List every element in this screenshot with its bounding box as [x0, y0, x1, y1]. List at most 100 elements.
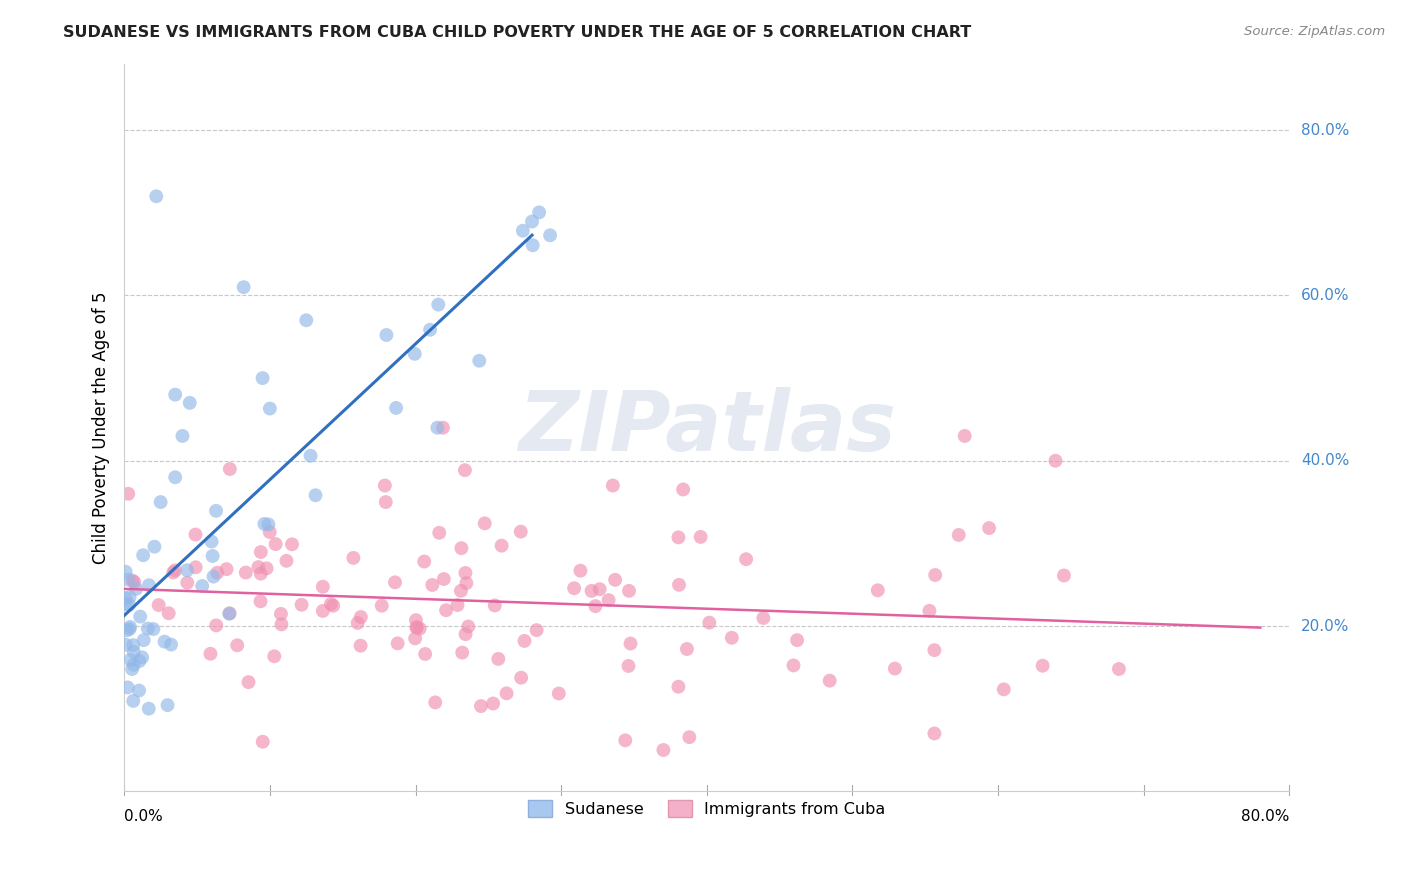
Text: 40.0%: 40.0% — [1301, 453, 1350, 468]
Point — [924, 568, 946, 582]
Point — [264, 537, 287, 551]
Point — [405, 621, 427, 635]
Point — [924, 726, 946, 740]
Point — [191, 579, 214, 593]
Point — [149, 495, 172, 509]
Point — [218, 607, 240, 621]
Point — [538, 228, 561, 243]
Point — [121, 574, 143, 588]
Point — [120, 620, 142, 634]
Point — [131, 650, 153, 665]
Point — [205, 618, 228, 632]
Point — [451, 646, 474, 660]
Point — [470, 699, 492, 714]
Point — [782, 658, 804, 673]
Point — [509, 524, 531, 539]
Point — [121, 662, 143, 676]
Point — [176, 575, 198, 590]
Point — [735, 552, 758, 566]
Point — [510, 671, 533, 685]
Point — [263, 649, 285, 664]
Point — [136, 622, 159, 636]
Point — [132, 633, 155, 648]
Point — [247, 560, 270, 574]
Point — [526, 623, 548, 637]
Point — [482, 697, 505, 711]
Point — [491, 539, 513, 553]
Point — [374, 495, 396, 509]
Point — [918, 604, 941, 618]
Point — [818, 673, 841, 688]
Point — [115, 638, 138, 652]
Point — [250, 545, 273, 559]
Point — [207, 566, 229, 580]
Point — [454, 566, 477, 580]
Point — [668, 680, 690, 694]
Point — [454, 463, 477, 477]
Point — [589, 582, 612, 597]
Point — [668, 530, 690, 544]
Point — [205, 504, 228, 518]
Point — [201, 534, 224, 549]
Point — [456, 576, 478, 591]
Point — [142, 622, 165, 636]
Point — [454, 627, 477, 641]
Point — [384, 575, 406, 590]
Point — [270, 607, 292, 621]
Point — [160, 638, 183, 652]
Text: 60.0%: 60.0% — [1301, 288, 1350, 303]
Point — [145, 189, 167, 203]
Point — [522, 238, 544, 252]
Point — [405, 620, 427, 634]
Point — [427, 525, 450, 540]
Point — [426, 420, 449, 434]
Point — [569, 564, 592, 578]
Point — [153, 634, 176, 648]
Point — [138, 701, 160, 715]
Point — [304, 488, 326, 502]
Point — [281, 537, 304, 551]
Legend: Sudanese, Immigrants from Cuba: Sudanese, Immigrants from Cuba — [522, 793, 891, 823]
Point — [720, 631, 742, 645]
Point — [138, 578, 160, 592]
Point — [259, 524, 281, 539]
Point — [413, 647, 436, 661]
Point — [614, 733, 637, 747]
Point — [122, 638, 145, 652]
Point — [385, 401, 408, 415]
Point — [413, 555, 436, 569]
Point — [118, 598, 141, 612]
Point — [617, 659, 640, 673]
Text: 80.0%: 80.0% — [1241, 810, 1289, 824]
Point — [172, 429, 194, 443]
Text: 80.0%: 80.0% — [1301, 123, 1350, 137]
Point — [520, 214, 543, 228]
Point — [495, 686, 517, 700]
Point — [668, 578, 690, 592]
Point — [786, 633, 808, 648]
Point — [346, 615, 368, 630]
Text: Source: ZipAtlas.com: Source: ZipAtlas.com — [1244, 25, 1385, 38]
Point — [249, 566, 271, 581]
Point — [432, 420, 454, 434]
Point — [202, 569, 225, 583]
Point — [120, 653, 142, 667]
Point — [513, 634, 536, 648]
Text: SUDANESE VS IMMIGRANTS FROM CUBA CHILD POVERTY UNDER THE AGE OF 5 CORRELATION CH: SUDANESE VS IMMIGRANTS FROM CUBA CHILD P… — [63, 25, 972, 40]
Point — [122, 694, 145, 708]
Point — [259, 401, 281, 416]
Point — [689, 530, 711, 544]
Point — [583, 599, 606, 613]
Point — [581, 583, 603, 598]
Point — [427, 297, 450, 311]
Point — [602, 478, 624, 492]
Point — [118, 590, 141, 604]
Point — [342, 550, 364, 565]
Point — [249, 594, 271, 608]
Point — [165, 563, 187, 577]
Point — [883, 662, 905, 676]
Point — [484, 599, 506, 613]
Point — [562, 581, 585, 595]
Point — [652, 743, 675, 757]
Point — [598, 593, 620, 607]
